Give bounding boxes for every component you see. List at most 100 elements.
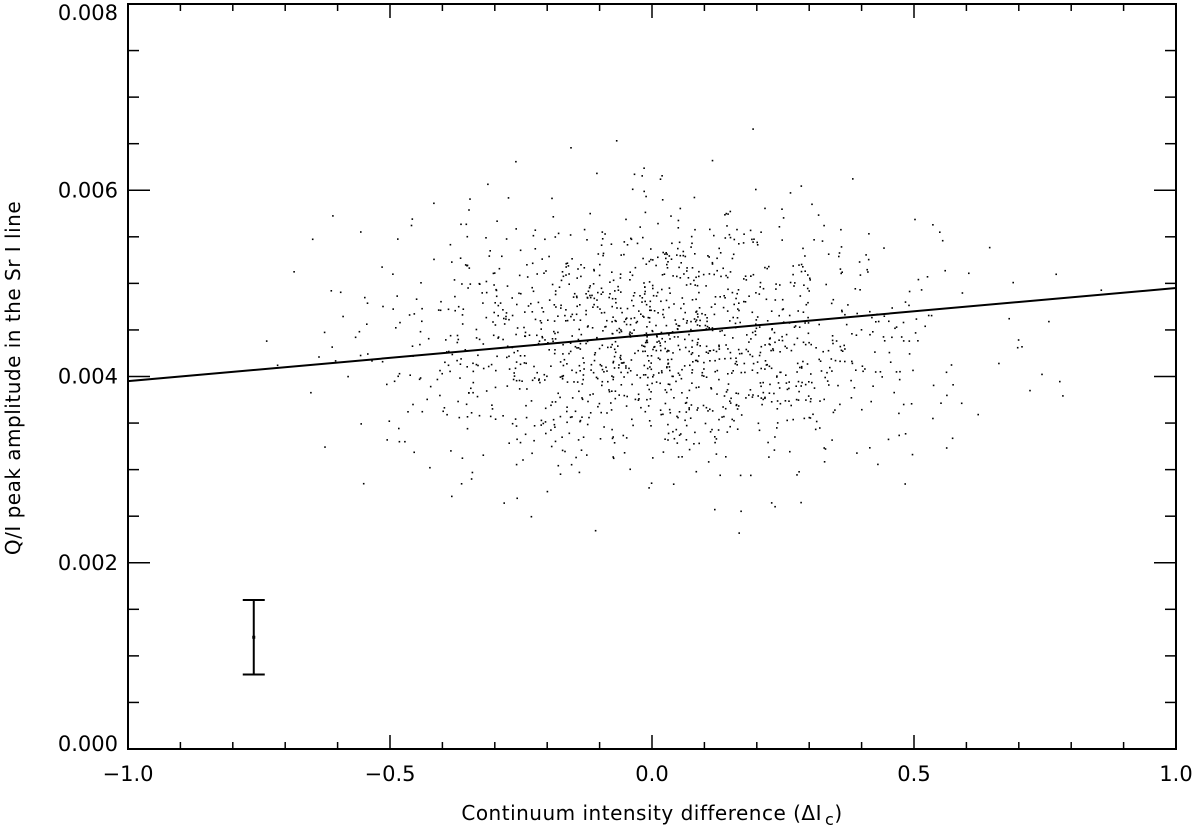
data-point <box>708 256 710 258</box>
data-point <box>678 434 681 436</box>
data-point <box>695 470 698 473</box>
data-point <box>612 456 614 458</box>
data-point <box>795 385 797 387</box>
data-point <box>493 272 496 274</box>
data-point <box>739 321 741 324</box>
data-point <box>571 397 574 399</box>
data-point <box>569 350 572 353</box>
data-point <box>691 346 693 348</box>
data-point <box>773 392 775 395</box>
data-point <box>793 343 796 346</box>
data-point <box>468 209 470 211</box>
data-point <box>619 356 621 359</box>
data-point <box>749 389 752 391</box>
data-point <box>682 254 685 257</box>
data-point <box>531 379 534 382</box>
data-point <box>561 378 564 380</box>
data-point <box>546 375 548 378</box>
data-point <box>678 411 681 413</box>
data-point <box>694 431 696 434</box>
data-point <box>696 343 699 346</box>
data-point <box>563 358 566 361</box>
data-point <box>803 284 805 286</box>
data-point <box>592 393 594 395</box>
data-point <box>623 376 625 378</box>
data-point <box>525 404 527 407</box>
data-point <box>772 349 775 352</box>
data-point <box>998 362 1000 365</box>
data-point <box>724 237 727 239</box>
data-point <box>665 299 668 302</box>
data-point <box>883 340 886 342</box>
data-point <box>419 377 422 379</box>
data-point <box>759 281 762 284</box>
data-point <box>662 313 664 316</box>
data-point <box>645 263 648 265</box>
data-point <box>681 368 683 371</box>
data-point <box>786 388 789 391</box>
data-point <box>631 418 633 421</box>
data-point <box>808 416 811 419</box>
data-point <box>366 323 368 325</box>
data-point <box>696 324 699 326</box>
data-point <box>559 415 562 418</box>
data-point <box>652 457 654 459</box>
data-point <box>576 296 578 299</box>
data-point <box>688 448 691 451</box>
data-point <box>736 292 738 295</box>
data-point <box>735 403 738 406</box>
data-point <box>694 284 696 286</box>
data-point <box>898 378 901 381</box>
data-point <box>891 336 893 339</box>
data-point <box>823 447 825 449</box>
data-point <box>755 319 758 321</box>
data-point <box>525 362 527 365</box>
data-point <box>623 361 625 364</box>
data-point <box>932 384 935 387</box>
data-point <box>807 332 810 335</box>
data-point <box>553 423 556 426</box>
data-point <box>553 320 556 322</box>
data-point <box>693 196 696 199</box>
data-point <box>566 421 568 424</box>
data-point <box>436 378 439 381</box>
data-point <box>565 309 567 311</box>
data-point <box>908 340 911 342</box>
data-point <box>785 382 788 384</box>
data-point <box>575 456 577 459</box>
data-point <box>678 241 681 244</box>
data-point <box>591 327 594 329</box>
data-point <box>601 380 604 383</box>
data-point <box>684 255 687 258</box>
data-point <box>843 344 845 347</box>
data-point <box>409 374 411 376</box>
data-point <box>851 360 853 363</box>
data-point <box>821 240 824 242</box>
data-point <box>413 451 415 454</box>
data-point <box>680 433 682 435</box>
data-point <box>477 354 479 357</box>
data-point <box>612 376 615 378</box>
data-point <box>560 304 562 307</box>
data-point <box>666 267 669 269</box>
data-point <box>554 290 557 292</box>
data-point <box>669 369 671 372</box>
data-point <box>796 362 799 365</box>
data-point <box>745 397 747 399</box>
data-point <box>594 529 597 532</box>
data-point <box>619 354 622 357</box>
data-point <box>629 271 631 273</box>
data-point <box>690 353 693 356</box>
data-point <box>466 235 469 238</box>
data-point <box>717 429 720 431</box>
data-point <box>622 362 624 364</box>
data-point <box>465 403 468 406</box>
data-point <box>690 320 692 323</box>
data-point <box>614 351 617 354</box>
data-point <box>677 324 680 327</box>
data-point <box>553 304 556 306</box>
data-point <box>777 382 780 384</box>
data-point <box>847 304 849 306</box>
data-point <box>673 303 675 305</box>
data-point <box>576 277 578 279</box>
